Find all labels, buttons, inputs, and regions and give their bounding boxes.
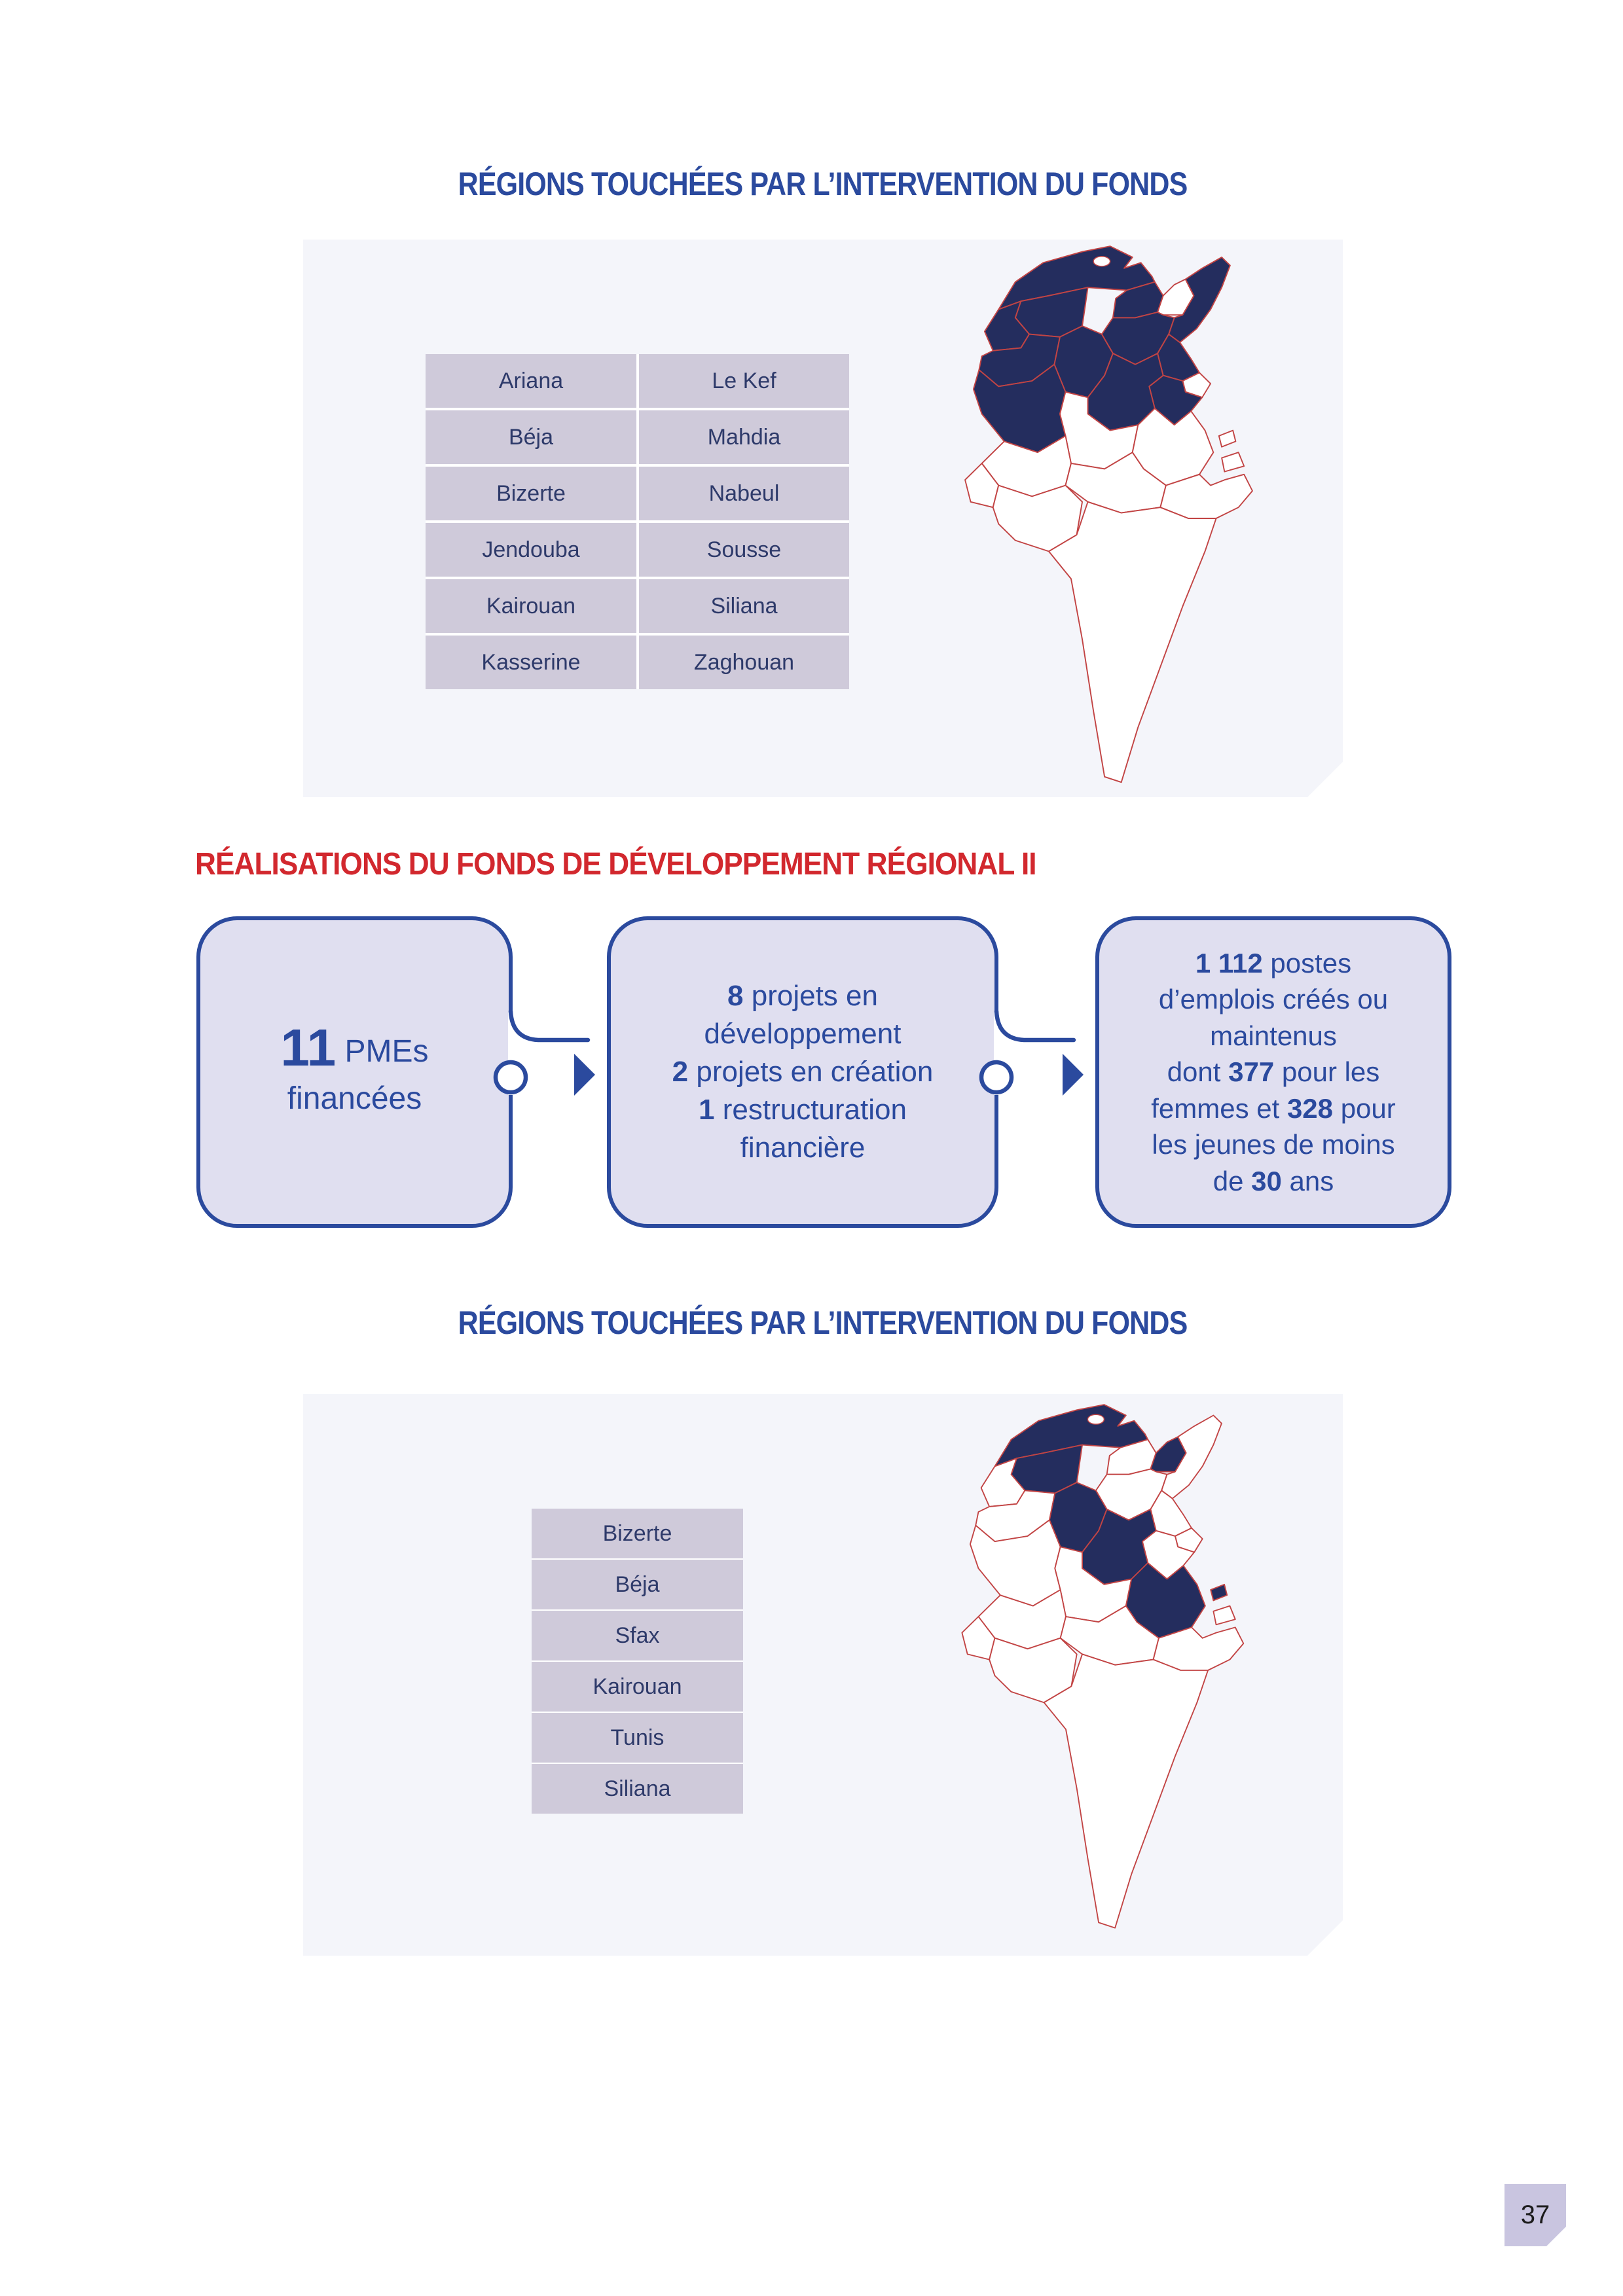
- section-title-bottom: RÉGIONS TOUCHÉES PAR L’INTERVENTION DU F…: [303, 1304, 1343, 1342]
- regions-table-bottom: Bizerte Béja Sfax Kairouan Tunis Siliana: [532, 1509, 743, 1814]
- region-cell: Kairouan: [532, 1662, 743, 1712]
- section-title-top-text: RÉGIONS TOUCHÉES PAR L’INTERVENTION DU F…: [458, 166, 1188, 202]
- stat-box-projets: 8 projets en développement 2 projets en cr…: [607, 916, 998, 1228]
- map-region-kebili: [993, 486, 1082, 552]
- stat-box-text: 11 PMEs financées: [280, 1018, 429, 1117]
- section-title-bottom-text: RÉGIONS TOUCHÉES PAR L’INTERVENTION DU F…: [458, 1304, 1188, 1341]
- map-region-tozeur: [962, 1617, 994, 1660]
- map-region-tozeur: [965, 463, 998, 507]
- stat-box-pmes-financees: 11 PMEs financées: [196, 916, 513, 1228]
- stat-box-text: 8 projets en développement 2 projets en cr…: [672, 979, 934, 1164]
- page-number-badge: 37: [1504, 2184, 1566, 2246]
- map-panel-top: Ariana Le Kef Béja Mahdia Bizerte Nabeul Jendo…: [303, 240, 1343, 797]
- region-cell: Siliana: [532, 1764, 743, 1814]
- realisations-heading-text: RÉALISATIONS DU FONDS DE DÉVELOPPEMENT R…: [195, 847, 1037, 882]
- regions-table-top: Ariana Le Kef Béja Mahdia Bizerte Nabeul Jendo…: [426, 354, 849, 689]
- region-cell: Siliana: [639, 579, 849, 633]
- region-cell: Bizerte: [426, 467, 636, 520]
- region-cell: Tunis: [532, 1713, 743, 1763]
- map-region-tataouine: [1044, 1654, 1208, 1928]
- region-cell: Kairouan: [426, 579, 636, 633]
- map-region-kerkennah: [1211, 1585, 1227, 1601]
- stat-box-emplois: 1 112 postes d’emplois créés ou maintenus d…: [1095, 916, 1451, 1228]
- region-cell: Kasserine: [426, 636, 636, 689]
- region-cell: Mahdia: [639, 410, 849, 464]
- stat-box-text: 1 112 postes d’emplois créés ou maintenus d…: [1151, 947, 1396, 1196]
- page-number: 37: [1520, 2200, 1550, 2229]
- region-cell: Béja: [532, 1560, 743, 1609]
- arrow-right-icon: [574, 1054, 595, 1096]
- region-cell: Zaghouan: [639, 636, 849, 689]
- map-lake-icon: [1093, 257, 1110, 266]
- realisations-heading: RÉALISATIONS DU FONDS DE DÉVELOPPEMENT R…: [195, 846, 1109, 882]
- region-cell: Béja: [426, 410, 636, 464]
- map-panel-bottom: Bizerte Béja Sfax Kairouan Tunis Siliana: [303, 1394, 1343, 1956]
- map-region-kebili: [989, 1638, 1077, 1702]
- map-lake-icon: [1087, 1414, 1104, 1424]
- tunisia-map-bottom: [940, 1402, 1254, 1939]
- region-cell: Jendouba: [426, 523, 636, 577]
- arrow-right-icon: [1063, 1054, 1084, 1096]
- map-region-tataouine: [1049, 502, 1216, 782]
- region-cell: Sfax: [532, 1611, 743, 1660]
- map-region-djerba: [1222, 452, 1244, 471]
- section-title-top: RÉGIONS TOUCHÉES PAR L’INTERVENTION DU F…: [303, 165, 1343, 203]
- map-region-kerkennah: [1219, 431, 1236, 447]
- map-region-djerba: [1213, 1606, 1235, 1625]
- region-cell: Ariana: [426, 354, 636, 408]
- region-cell: Sousse: [639, 523, 849, 577]
- region-cell: Bizerte: [532, 1509, 743, 1558]
- region-cell: Le Kef: [639, 354, 849, 408]
- region-cell: Nabeul: [639, 467, 849, 520]
- tunisia-map-top: [943, 243, 1264, 793]
